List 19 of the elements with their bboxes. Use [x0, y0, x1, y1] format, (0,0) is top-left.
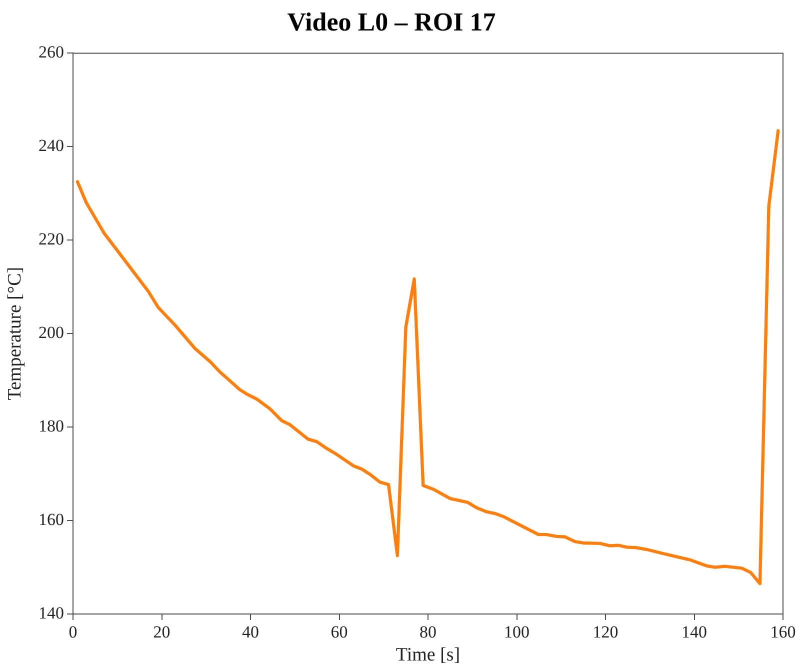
y-tick-label: 140 [38, 603, 64, 622]
x-tick-label: 60 [330, 622, 348, 642]
x-tick-label: 160 [770, 622, 796, 642]
x-tick-label: 20 [153, 622, 170, 642]
x-tick-label: 100 [504, 622, 530, 642]
y-axis-title: Temperature [°C] [4, 266, 26, 400]
x-tick-label: 120 [592, 622, 618, 642]
x-axis-title: Time [s] [396, 644, 460, 666]
y-tick-label: 160 [38, 510, 64, 529]
y-tick-label: 260 [38, 42, 64, 62]
y-tick-label: 200 [38, 323, 64, 342]
x-tick-label: 140 [682, 622, 707, 642]
x-tick-label: 40 [242, 622, 259, 642]
x-tick-label: 80 [420, 622, 436, 642]
y-tick-label: 220 [38, 230, 64, 249]
x-tick-label: 0 [68, 622, 78, 642]
y-tick-label: 240 [38, 136, 64, 156]
y-tick-label: 180 [38, 416, 64, 436]
chart-title: Video L0 – ROI 17 [287, 7, 496, 36]
